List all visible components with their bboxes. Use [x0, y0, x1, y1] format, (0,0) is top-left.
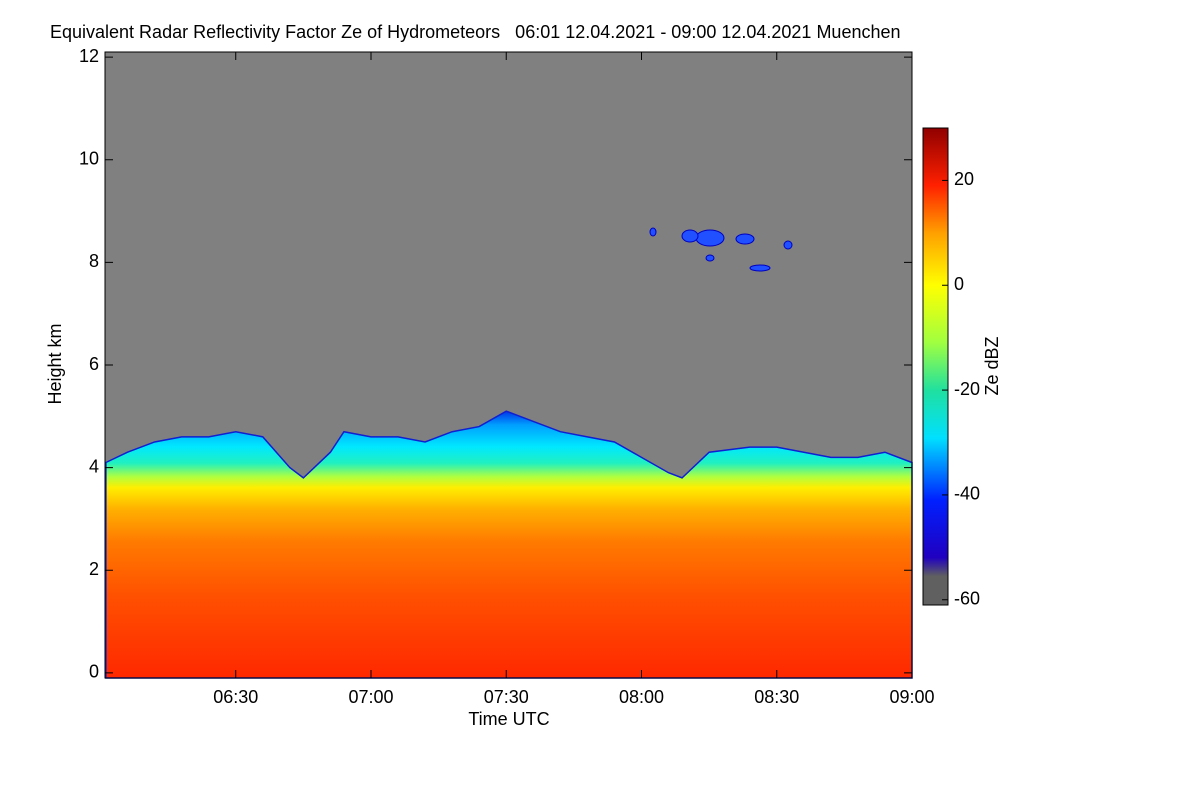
upper-echo [649, 227, 657, 237]
y-tick-label: 2 [89, 559, 99, 579]
chart-title: Equivalent Radar Reflectivity Factor Ze … [50, 22, 901, 42]
x-tick-label: 06:30 [213, 687, 258, 707]
y-axis-label: Height km [45, 323, 65, 404]
x-tick-label: 07:30 [484, 687, 529, 707]
upper-echo [735, 233, 755, 245]
colorbar-tick-label: -40 [954, 484, 980, 504]
x-tick-label: 07:00 [348, 687, 393, 707]
upper-echo [783, 240, 793, 250]
y-tick-label: 8 [89, 251, 99, 271]
colorbar-label: Ze dBZ [982, 336, 1002, 395]
y-tick-label: 10 [79, 149, 99, 169]
upper-echo [695, 229, 725, 247]
colorbar-tick-label: -60 [954, 589, 980, 609]
upper-echo [681, 229, 699, 243]
colorbar-tick-label: 20 [954, 169, 974, 189]
upper-echo [749, 264, 771, 272]
x-tick-label: 08:00 [619, 687, 664, 707]
y-tick-label: 4 [89, 456, 99, 476]
colorbar-tick-label: -20 [954, 379, 980, 399]
x-tick-label: 08:30 [754, 687, 799, 707]
y-tick-label: 6 [89, 354, 99, 374]
upper-echo [705, 254, 715, 262]
colorbar [922, 127, 949, 606]
colorbar-tick-label: 0 [954, 274, 964, 294]
y-tick-label: 0 [89, 662, 99, 682]
x-tick-label: 09:00 [889, 687, 934, 707]
x-axis-label: Time UTC [468, 709, 549, 729]
y-tick-label: 12 [79, 46, 99, 66]
echo-area [105, 410, 913, 679]
